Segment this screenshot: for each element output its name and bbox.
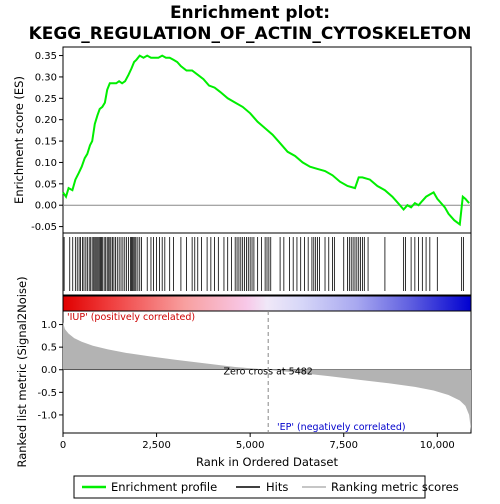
es-ytick-label: 0.25: [35, 94, 57, 105]
ranking-xtick-label: 10,000: [420, 440, 455, 451]
es-panel-frame: [62, 46, 472, 234]
es-ytick-label: 0.10: [35, 158, 57, 169]
es-panel: -0.05 0.00 0.05 0.10 0.15 0.20 0.25 0.30 0.35 En…: [12, 46, 472, 234]
es-ytick-label: -0.05: [31, 222, 57, 233]
rank-heat-bar: [62, 295, 472, 312]
legend-es-label: Enrichment profile: [111, 480, 217, 494]
ranking-ytick-label: -0.5: [37, 388, 57, 399]
ranking-ytick-label: -1.0: [37, 410, 57, 421]
ranking-xtick-label: 2,500: [142, 440, 171, 451]
chart-title-line1: Enrichment plot:: [170, 3, 330, 23]
es-ylabel: Enrichment score (ES): [12, 76, 26, 204]
es-ytick-label: 0.05: [35, 179, 57, 190]
legend-metric-label: Ranking metric scores: [331, 480, 459, 494]
es-ytick-label: 0.20: [35, 115, 57, 126]
chart-title-line2: KEGG_REGULATION_OF_ACTIN_CYTOSKELETON: [29, 24, 472, 44]
es-ytick-label: 0.35: [35, 51, 57, 62]
ranking-ytick-label: 1.0: [41, 320, 57, 331]
es-curve: [62, 54, 470, 227]
ranking-xtick-label: 7,500: [329, 440, 358, 451]
positive-correlation-label: 'IUP' (positively correlated): [67, 312, 195, 323]
ranking-xtick-label: 0: [60, 440, 66, 451]
ranking-xlabel: Rank in Ordered Dataset: [196, 455, 339, 469]
es-ytick-label: 0.00: [35, 201, 57, 212]
ranking-ytick-label: 0.0: [41, 365, 57, 376]
legend: Enrichment profile Hits Ranking metric s…: [73, 475, 459, 499]
es-ytick-label: 0.30: [35, 72, 57, 83]
legend-hits-label: Hits: [266, 480, 288, 494]
negative-correlation-label: 'EP' (negatively correlated): [277, 422, 406, 433]
ranking-xtick-label: 5,000: [236, 440, 265, 451]
ranking-ytick-label: 0.5: [41, 343, 57, 354]
ranking-panel: -1.0 -0.5 0.0 0.5 1.0 0 2,500 5,000 7,500 10,000…: [15, 276, 472, 469]
ranking-ylabel: Ranked list metric (Signal2Noise): [15, 276, 29, 467]
ranking-metric-area: [63, 322, 471, 431]
zero-cross-label: Zero cross at 5482: [224, 367, 313, 378]
es-ytick-label: 0.15: [35, 137, 57, 148]
hits-panel: [62, 232, 472, 296]
